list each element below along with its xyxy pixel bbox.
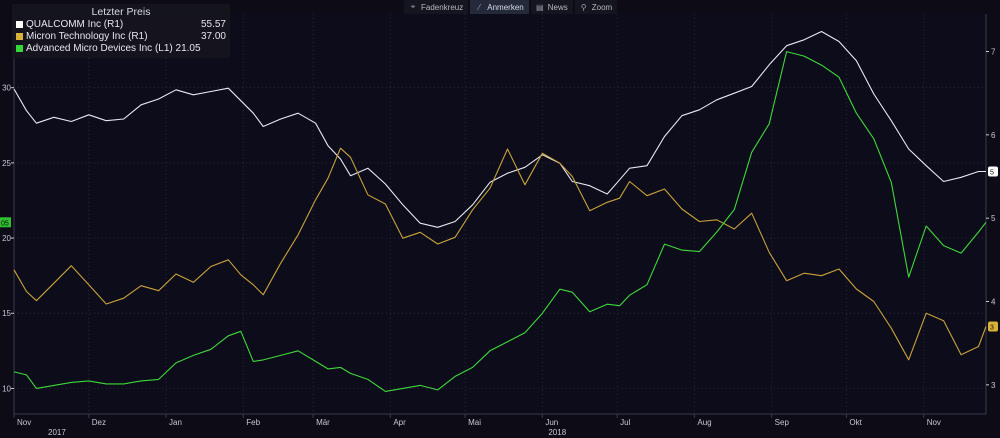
right-axis-tick-label: 5 [991, 214, 996, 223]
legend-name: Advanced Micro Devices Inc (L1) 21.05 [26, 42, 201, 54]
legend-row-qualcomm[interactable]: QUALCOMM Inc (R1) 55.57 [12, 18, 230, 30]
zoom-button[interactable]: ⚲ Zoom [574, 0, 618, 14]
legend-row-amd[interactable]: Advanced Micro Devices Inc (L1) 21.05 [12, 42, 230, 54]
crosshair-button[interactable]: ⌖ Fadenkreuz [404, 0, 469, 14]
legend-name: QUALCOMM Inc (R1) [26, 18, 124, 30]
x-axis-month-label: Nov [927, 418, 941, 427]
left-axis-tick-label: 15 [2, 309, 11, 318]
right-last-value-text: 5 [990, 170, 994, 177]
x-axis-month-label: Jun [545, 418, 558, 427]
plot-area [14, 14, 986, 414]
x-axis-month-label: Apr [393, 418, 406, 427]
x-axis-month-label: Mai [468, 418, 481, 427]
annotate-label: Anmerken [487, 2, 524, 12]
x-axis-month-label: Okt [849, 418, 862, 427]
legend-value: 37.00 [200, 30, 226, 42]
x-axis-year-label: 2018 [548, 428, 566, 437]
x-axis-month-label: Mär [316, 418, 330, 427]
legend-name: Micron Technology Inc (R1) [26, 30, 148, 42]
chart-legend: Letzter Preis QUALCOMM Inc (R1) 55.57 Mi… [12, 4, 230, 58]
right-axis-tick-label: 7 [991, 48, 996, 57]
legend-swatch-qualcomm [16, 20, 23, 28]
left-last-value-text: 05 [1, 220, 9, 227]
news-button[interactable]: ▤ News [530, 0, 573, 14]
annotate-button[interactable]: ⁄ Anmerken [470, 0, 529, 14]
crosshair-label: Fadenkreuz [421, 2, 464, 12]
series-line-mu [13, 147, 987, 361]
right-last-value-tag [988, 166, 998, 177]
x-axis-year-label: 2017 [48, 428, 66, 437]
news-icon: ▤ [535, 2, 544, 12]
x-axis-month-label: Jan [169, 418, 182, 427]
right-axis-tick-label: 3 [991, 381, 996, 390]
right-axis-tick-label: 6 [991, 131, 996, 140]
left-axis-tick-label: 25 [2, 159, 11, 168]
x-axis-month-label: Aug [697, 418, 711, 427]
legend-value: 55.57 [200, 18, 226, 30]
right-last-value-tag [988, 321, 998, 332]
left-axis-tick-label: 30 [2, 84, 11, 93]
left-axis-tick-label: 10 [2, 384, 11, 393]
x-axis-month-label: Sep [775, 418, 790, 427]
x-axis-month-label: Feb [246, 418, 260, 427]
left-axis-tick-label: 20 [2, 234, 11, 243]
legend-swatch-micron [16, 32, 23, 40]
zoom-label: Zoom [591, 2, 613, 12]
magnifier-icon: ⚲ [580, 2, 587, 12]
x-axis-month-label: Dez [92, 418, 106, 427]
crosshair-icon: ⌖ [410, 2, 416, 11]
left-last-value-tag [0, 217, 11, 228]
x-axis-month-label: Jul [620, 418, 630, 427]
legend-title: Letzter Preis [91, 6, 151, 18]
right-last-value-text: 3 [990, 325, 994, 332]
chart-toolbar: ⌖ Fadenkreuz ⁄ Anmerken ▤ News ⚲ Zoom [404, 0, 618, 14]
pen-icon: ⁄ [478, 2, 480, 12]
legend-row-micron[interactable]: Micron Technology Inc (R1) 37.00 [12, 30, 230, 42]
news-label: News [547, 2, 568, 12]
series-line-amd [13, 51, 987, 392]
legend-swatch-amd [16, 44, 23, 52]
x-axis-month-label: Nov [17, 418, 31, 427]
series-line-qcom [13, 30, 986, 228]
right-axis-tick-label: 4 [991, 298, 996, 307]
